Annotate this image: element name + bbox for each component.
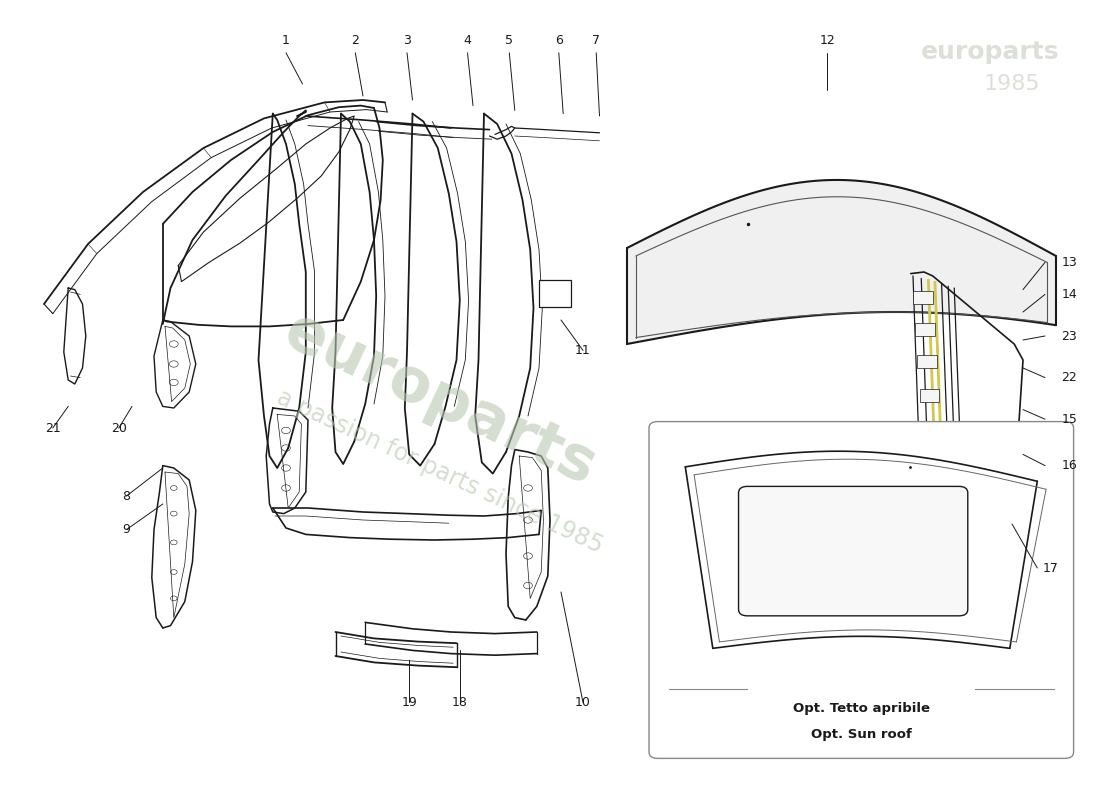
FancyBboxPatch shape — [738, 486, 968, 616]
Bar — [917, 355, 937, 368]
Text: 4: 4 — [463, 34, 472, 46]
Text: 14: 14 — [1062, 288, 1077, 301]
Text: 16: 16 — [1062, 459, 1077, 472]
Text: 5: 5 — [505, 34, 514, 46]
Text: 21: 21 — [45, 422, 60, 434]
Bar — [922, 421, 942, 434]
Text: 20: 20 — [111, 422, 126, 434]
Text: a passion for parts since 1985: a passion for parts since 1985 — [273, 386, 607, 558]
Text: europarts: europarts — [921, 40, 1059, 64]
Text: 8: 8 — [122, 490, 131, 502]
Text: Opt. Sun roof: Opt. Sun roof — [811, 728, 912, 741]
Bar — [928, 511, 948, 524]
Text: 22: 22 — [1062, 371, 1077, 384]
Text: 17: 17 — [1043, 562, 1058, 574]
Bar — [924, 451, 944, 464]
Text: 18: 18 — [452, 696, 468, 709]
Text: 9: 9 — [122, 523, 131, 536]
Bar — [915, 323, 935, 336]
Text: 11: 11 — [575, 344, 591, 357]
Text: 7: 7 — [592, 34, 601, 46]
Text: 19: 19 — [402, 696, 417, 709]
Text: 15: 15 — [1062, 413, 1077, 426]
Text: 1985: 1985 — [983, 74, 1041, 94]
Text: 13: 13 — [1062, 256, 1077, 269]
Text: 2: 2 — [351, 34, 360, 46]
FancyBboxPatch shape — [649, 422, 1074, 758]
Bar — [913, 291, 933, 304]
Text: 6: 6 — [554, 34, 563, 46]
Text: 1: 1 — [282, 34, 290, 46]
FancyBboxPatch shape — [539, 280, 571, 307]
Text: 10: 10 — [575, 696, 591, 709]
Text: europarts: europarts — [275, 302, 605, 498]
Text: 23: 23 — [1062, 330, 1077, 342]
Bar — [920, 389, 939, 402]
Text: Opt. Tetto apribile: Opt. Tetto apribile — [793, 702, 930, 714]
Bar — [926, 483, 946, 496]
Polygon shape — [627, 180, 1056, 344]
Text: 3: 3 — [403, 34, 411, 46]
Text: 12: 12 — [820, 34, 835, 46]
